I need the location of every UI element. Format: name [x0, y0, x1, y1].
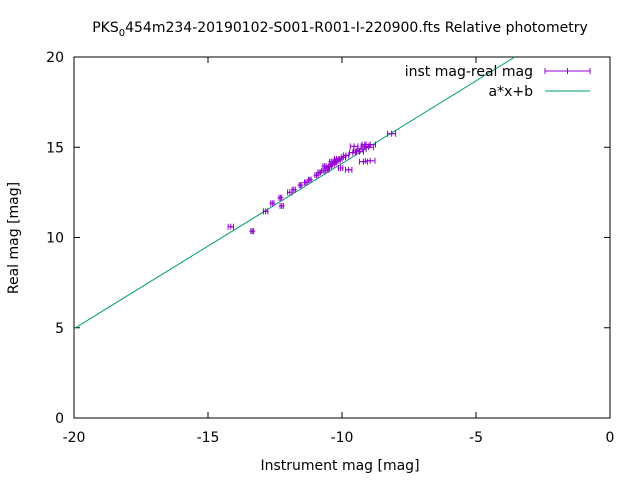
data-point	[328, 158, 335, 165]
x-tick-label: -5	[469, 430, 483, 446]
data-point	[358, 158, 368, 165]
y-tick-label: 10	[46, 231, 64, 247]
x-tick-label: -20	[63, 430, 86, 446]
x-tick-label: -15	[197, 430, 220, 446]
y-tick-label: 0	[55, 411, 64, 427]
data-point	[262, 208, 269, 215]
data-point	[249, 228, 256, 235]
data-point	[363, 144, 375, 151]
data-point	[387, 130, 397, 137]
chart-title: PKS0454m234-20190102-S001-R001-I-220900.…	[92, 20, 588, 39]
fit-line-group	[74, 57, 516, 330]
chart-title-suffix: 454m234-20190102-S001-R001-I-220900.fts …	[125, 20, 588, 36]
data-point	[364, 157, 376, 164]
x-axis-label: Instrument mag [mag]	[260, 458, 419, 474]
data-point	[349, 149, 357, 156]
data-point	[342, 152, 350, 159]
data-point	[306, 176, 313, 183]
data-point	[302, 179, 309, 186]
data-point	[227, 223, 234, 230]
legend: inst mag-real mag a*x+b	[405, 64, 591, 100]
data-point	[297, 182, 304, 189]
data-point	[269, 200, 276, 207]
data-point	[321, 163, 328, 170]
data-point	[354, 148, 364, 155]
data-points-group	[227, 130, 397, 235]
data-point	[364, 141, 376, 148]
y-tick-label: 20	[46, 50, 64, 66]
data-point	[337, 165, 344, 172]
x-tick-label: -10	[331, 430, 354, 446]
legend-label-line: a*x+b	[489, 84, 534, 100]
y-tick-label: 15	[46, 140, 64, 156]
legend-sample-points	[544, 68, 591, 74]
data-point	[277, 194, 284, 201]
y-axis-label: Real mag [mag]	[6, 182, 22, 294]
data-point	[278, 202, 285, 209]
plot-frame	[73, 56, 611, 419]
data-point	[313, 172, 320, 179]
x-axis-ticks: -20 -15 -10 -5 0	[63, 57, 615, 446]
y-axis-ticks: 0 5 10 15 20	[46, 50, 610, 427]
data-point	[324, 166, 331, 173]
data-point	[333, 155, 340, 162]
y-tick-label: 5	[55, 321, 64, 337]
fit-line	[74, 57, 516, 330]
chart-title-prefix: PKS	[92, 20, 119, 36]
x-tick-label: 0	[606, 430, 615, 446]
chart-title-subscript: 0	[119, 28, 125, 39]
data-point	[290, 186, 297, 193]
legend-label-points: inst mag-real mag	[405, 64, 533, 80]
data-point	[344, 166, 353, 173]
